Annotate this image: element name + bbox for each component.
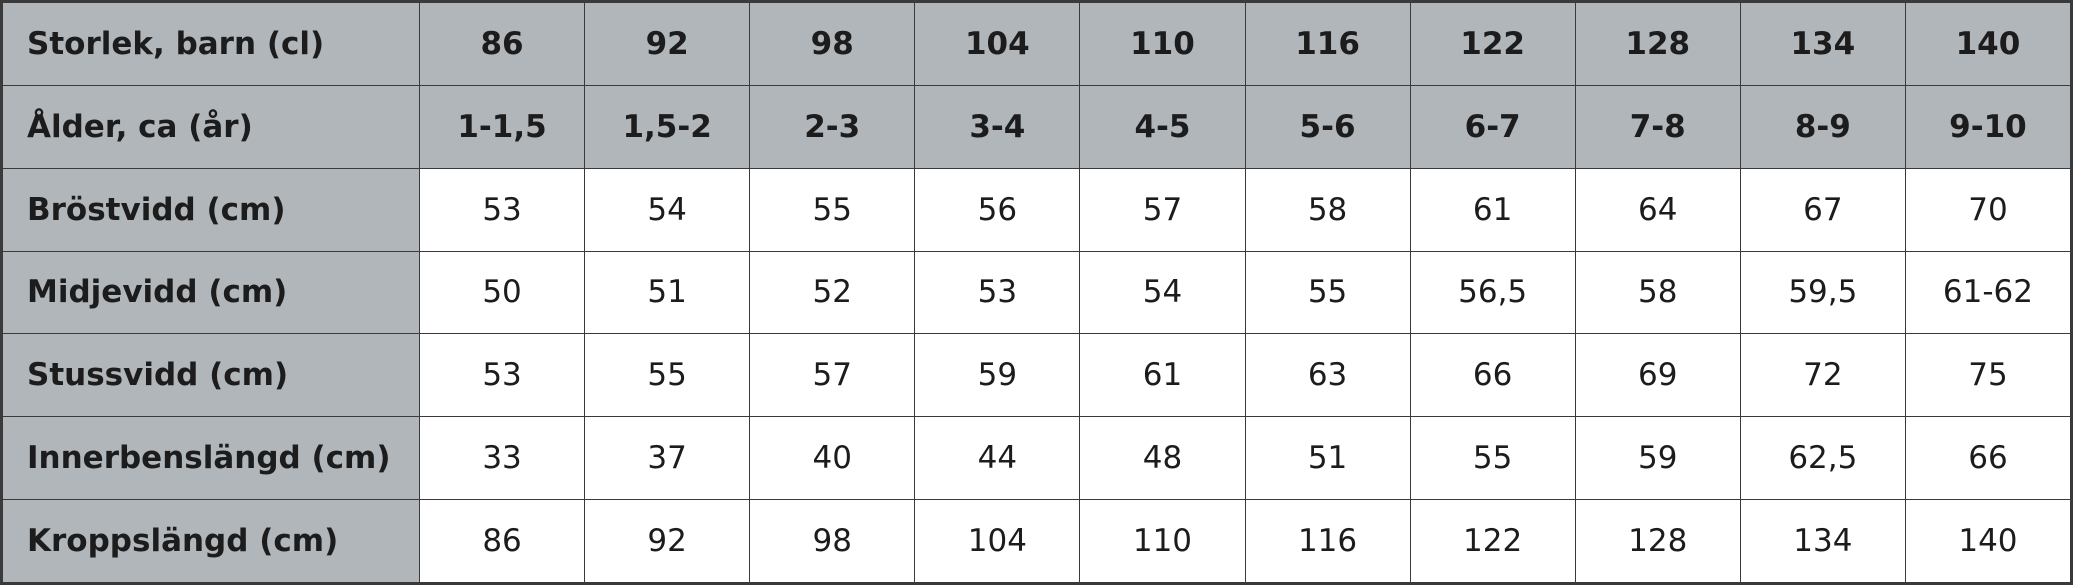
table-cell: 55 [1410, 417, 1575, 500]
header-cell: 110 [1080, 3, 1245, 85]
row-label: Stussvidd (cm) [3, 334, 419, 417]
header-cell: 4-5 [1080, 85, 1245, 168]
header-cell: 8-9 [1740, 85, 1905, 168]
table-cell: 55 [750, 168, 915, 251]
table-cell: 134 [1740, 500, 1905, 582]
table-cell: 55 [1245, 251, 1410, 334]
table-cell: 62,5 [1740, 417, 1905, 500]
table-cell: 58 [1575, 251, 1740, 334]
header-cell: 2-3 [750, 85, 915, 168]
table-cell: 56 [915, 168, 1080, 251]
table-cell: 104 [915, 500, 1080, 582]
table-cell: 59 [915, 334, 1080, 417]
table-cell: 54 [1080, 251, 1245, 334]
table-cell: 92 [585, 500, 750, 582]
header-cell: 7-8 [1575, 85, 1740, 168]
header-cell: 116 [1245, 3, 1410, 85]
header-cell: 122 [1410, 3, 1575, 85]
table-cell: 50 [420, 251, 585, 334]
header-cell: 6-7 [1410, 85, 1575, 168]
table-cell: 37 [585, 417, 750, 500]
header-cell: 140 [1905, 3, 2070, 85]
row-label: Bröstvidd (cm) [3, 168, 419, 251]
table-cell: 116 [1245, 500, 1410, 582]
table-cell: 56,5 [1410, 251, 1575, 334]
row-label: Ålder, ca (år) [3, 85, 419, 168]
table-cell: 48 [1080, 417, 1245, 500]
table-cell: 122 [1410, 500, 1575, 582]
table-cell: 57 [750, 334, 915, 417]
table-cell: 67 [1740, 168, 1905, 251]
table-cell: 40 [750, 417, 915, 500]
header-cell: 3-4 [915, 85, 1080, 168]
table-cell: 53 [420, 168, 585, 251]
table-cell: 70 [1905, 168, 2070, 251]
table-cell: 52 [750, 251, 915, 334]
table-cell: 72 [1740, 334, 1905, 417]
table-cell: 59 [1575, 417, 1740, 500]
table-cell: 33 [420, 417, 585, 500]
header-cell: 1-1,5 [420, 85, 585, 168]
table-cell: 54 [585, 168, 750, 251]
header-cell: 1,5-2 [585, 85, 750, 168]
table-cell: 59,5 [1740, 251, 1905, 334]
table-cell: 140 [1905, 500, 2070, 582]
header-cell: 86 [420, 3, 585, 85]
header-cell: 98 [750, 3, 915, 85]
table-cell: 63 [1245, 334, 1410, 417]
table-cell: 51 [1245, 417, 1410, 500]
header-cell: 134 [1740, 3, 1905, 85]
row-label: Storlek, barn (cl) [3, 3, 419, 85]
table-cell: 58 [1245, 168, 1410, 251]
row-label: Midjevidd (cm) [3, 251, 419, 334]
table-cell: 64 [1575, 168, 1740, 251]
table-cell: 44 [915, 417, 1080, 500]
table-cell: 69 [1575, 334, 1740, 417]
header-cell: 9-10 [1905, 85, 2070, 168]
table-cell: 53 [420, 334, 585, 417]
header-cell: 92 [585, 3, 750, 85]
table-cell: 53 [915, 251, 1080, 334]
table-cell: 61-62 [1905, 251, 2070, 334]
table-cell: 128 [1575, 500, 1740, 582]
table-cell: 61 [1410, 168, 1575, 251]
row-label: Innerbenslängd (cm) [3, 417, 419, 500]
table-cell: 61 [1080, 334, 1245, 417]
table-cell: 55 [585, 334, 750, 417]
header-cell: 104 [915, 3, 1080, 85]
table-cell: 98 [750, 500, 915, 582]
header-cell: 5-6 [1245, 85, 1410, 168]
table-cell: 75 [1905, 334, 2070, 417]
table-cell: 66 [1905, 417, 2070, 500]
table-cell: 110 [1080, 500, 1245, 582]
table-cell: 66 [1410, 334, 1575, 417]
header-cell: 128 [1575, 3, 1740, 85]
table-cell: 86 [420, 500, 585, 582]
row-label: Kroppslängd (cm) [3, 500, 419, 582]
table-cell: 57 [1080, 168, 1245, 251]
table-cell: 51 [585, 251, 750, 334]
